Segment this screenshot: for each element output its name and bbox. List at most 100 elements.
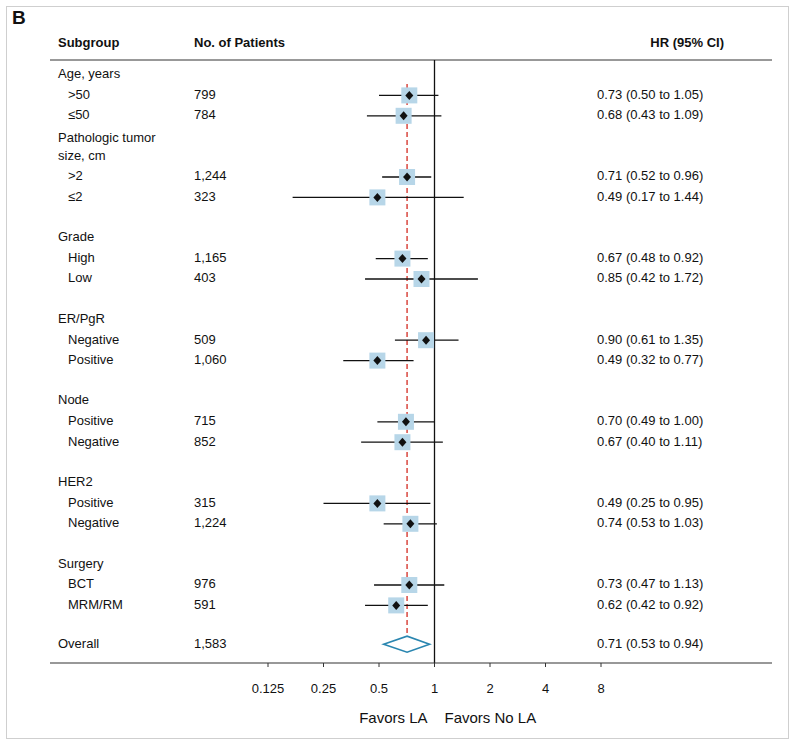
group-label: Surgery: [58, 556, 104, 571]
row-label: >50: [68, 87, 90, 102]
point-estimate: [373, 499, 381, 508]
hr-ci-label: 0.49 (0.32 to 0.77): [597, 352, 703, 367]
hr-ci-label: 0.73 (0.50 to 1.05): [597, 87, 703, 102]
patients: 784: [194, 107, 216, 122]
hr-ci-label: 0.71 (0.53 to 0.94): [597, 636, 703, 651]
panel-label: B: [12, 7, 26, 28]
group-label: Age, years: [58, 66, 121, 81]
weight-box: [369, 353, 385, 369]
group-label: HER2: [58, 474, 93, 489]
reference-line: [434, 60, 435, 663]
chart: BSubgroupNo. of PatientsHR (95% CI)Age, …: [0, 0, 795, 745]
row-label: ≤50: [68, 107, 90, 122]
group-label: Node: [58, 393, 89, 408]
weight-box: [394, 434, 410, 450]
column-header: Subgroup: [58, 35, 119, 50]
patients: 403: [194, 270, 216, 285]
point-estimate: [417, 275, 425, 284]
patients: 1,244: [194, 168, 227, 183]
hr-ci-label: 0.68 (0.43 to 1.09): [597, 107, 703, 122]
hr-ci-label: 0.74 (0.53 to 1.03): [597, 515, 703, 530]
point-estimate: [400, 111, 408, 120]
row-label: Low: [68, 270, 92, 285]
hr-ci-label: 0.90 (0.61 to 1.35): [597, 332, 703, 347]
row-label: MRM/RM: [68, 597, 123, 612]
x-tick: [379, 663, 380, 667]
hr-ci-label: 0.62 (0.42 to 0.92): [597, 597, 703, 612]
row-label: ≤2: [68, 189, 82, 204]
weight-box: [369, 495, 385, 511]
patients: 591: [194, 597, 216, 612]
frame: [7, 7, 789, 739]
overall-diamond: [384, 636, 430, 652]
hr-ci-label: 0.49 (0.25 to 0.95): [597, 495, 703, 510]
weight-box: [369, 189, 385, 205]
group-label-line: Node: [58, 393, 89, 408]
x-tick-label: 0.25: [311, 681, 336, 696]
row-label: Positive: [68, 413, 114, 428]
x-tick-label: 2: [486, 681, 493, 696]
patients: 799: [194, 87, 216, 102]
group-label: Grade: [58, 230, 94, 245]
x-tick-label: 4: [542, 681, 549, 696]
weight-box: [398, 414, 414, 430]
patients: 1,224: [194, 515, 227, 530]
weight-box: [401, 577, 417, 593]
x-tick-label: 0.125: [252, 681, 285, 696]
group-label-line: Pathologic tumor: [58, 130, 156, 145]
row-label: Overall: [58, 636, 99, 651]
labels: Age, years >50 799 0.73 (0.50 to 1.05) ≤50 78…: [58, 66, 703, 650]
row-label: Negative: [68, 332, 119, 347]
weight-box: [394, 251, 410, 267]
hr-ci-label: 0.49 (0.17 to 1.44): [597, 189, 703, 204]
point-estimate: [405, 581, 413, 590]
point-estimate: [422, 336, 430, 345]
x-label-right: Favors No LA: [445, 709, 537, 726]
hr-ci-label: 0.71 (0.52 to 0.96): [597, 168, 703, 183]
x-tick: [434, 663, 435, 667]
weight-box: [402, 516, 418, 532]
row-label: Negative: [68, 434, 119, 449]
weight-box: [401, 87, 417, 103]
group-label-line: Age, years: [58, 66, 121, 81]
weight-box: [388, 597, 404, 613]
x-tick: [490, 663, 491, 667]
hr-ci-label: 0.85 (0.42 to 1.72): [597, 270, 703, 285]
point-estimate: [398, 438, 406, 447]
group-label-line: Surgery: [58, 556, 104, 571]
point-estimate: [402, 417, 410, 426]
row-label: >2: [68, 168, 83, 183]
point-estimate: [392, 601, 400, 610]
point-estimate: [373, 193, 381, 202]
x-tick: [268, 663, 269, 667]
group-label-line: HER2: [58, 474, 93, 489]
group-label-line: size, cm: [58, 148, 106, 163]
row-label: Negative: [68, 515, 119, 530]
x-tick: [545, 663, 546, 667]
point-estimate: [405, 91, 413, 100]
group-label: Pathologic tumor size, cm: [58, 130, 156, 163]
point-estimate: [373, 356, 381, 365]
patients: 323: [194, 189, 216, 204]
patients: 976: [194, 576, 216, 591]
point-estimate: [403, 173, 411, 182]
point-estimate: [406, 519, 414, 528]
hr-ci-label: 0.67 (0.48 to 0.92): [597, 250, 703, 265]
x-tick: [601, 663, 602, 667]
x-tick-label: 1: [431, 681, 438, 696]
row-label: High: [68, 250, 95, 265]
x-tick: [323, 663, 324, 667]
patients: 1,060: [194, 352, 227, 367]
x-tick-label: 0.5: [370, 681, 388, 696]
group-label-line: ER/PgR: [58, 311, 105, 326]
patients: 1,583: [194, 636, 227, 651]
patients: 1,165: [194, 250, 227, 265]
row-label: Positive: [68, 352, 114, 367]
column-header: HR (95% CI): [650, 35, 724, 50]
patients: 315: [194, 495, 216, 510]
weight-box: [413, 271, 429, 287]
row-label: BCT: [68, 576, 94, 591]
header-rule: [50, 60, 772, 61]
hr-ci-label: 0.73 (0.47 to 1.13): [597, 576, 703, 591]
patients: 852: [194, 434, 216, 449]
